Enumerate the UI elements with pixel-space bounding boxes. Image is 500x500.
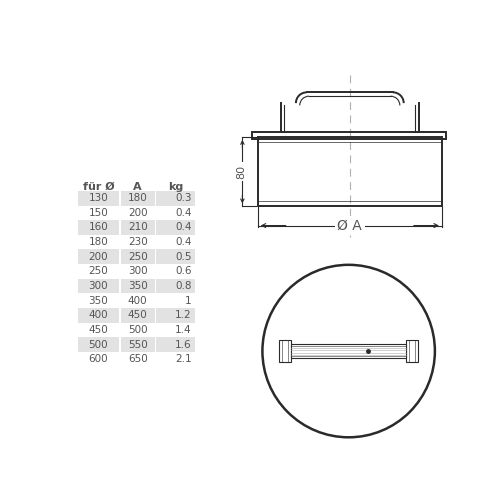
Text: 450: 450 <box>88 325 108 335</box>
Bar <box>156 191 194 206</box>
Text: 180: 180 <box>128 193 148 203</box>
Text: 500: 500 <box>88 340 108 349</box>
Text: A: A <box>134 182 142 192</box>
Bar <box>78 191 119 206</box>
Text: 150: 150 <box>88 208 108 218</box>
Text: 160: 160 <box>88 222 108 232</box>
Text: 210: 210 <box>128 222 148 232</box>
Text: 650: 650 <box>128 354 148 364</box>
Text: 230: 230 <box>128 237 148 247</box>
Text: 400: 400 <box>128 296 148 306</box>
Bar <box>78 308 119 322</box>
Text: 80: 80 <box>236 164 246 178</box>
Text: 550: 550 <box>128 340 148 349</box>
Text: 0.3: 0.3 <box>175 193 192 203</box>
Text: 1: 1 <box>185 296 192 306</box>
Text: für Ø: für Ø <box>82 182 114 192</box>
Bar <box>78 278 119 293</box>
Text: 0.4: 0.4 <box>175 237 192 247</box>
Text: 300: 300 <box>88 281 108 291</box>
Text: 500: 500 <box>128 325 148 335</box>
Text: 450: 450 <box>128 310 148 320</box>
Text: 1.2: 1.2 <box>175 310 192 320</box>
Text: 250: 250 <box>88 266 108 276</box>
Text: 200: 200 <box>128 208 148 218</box>
Bar <box>120 278 154 293</box>
Text: 400: 400 <box>88 310 108 320</box>
Text: 0.8: 0.8 <box>175 281 192 291</box>
Polygon shape <box>280 340 291 362</box>
Text: 0.5: 0.5 <box>175 252 192 262</box>
Text: 1.4: 1.4 <box>175 325 192 335</box>
Bar <box>156 278 194 293</box>
Polygon shape <box>291 344 406 358</box>
Text: 0.4: 0.4 <box>175 208 192 218</box>
Text: 0.4: 0.4 <box>175 222 192 232</box>
Polygon shape <box>406 340 418 362</box>
Text: 200: 200 <box>88 252 108 262</box>
Bar <box>156 308 194 322</box>
Text: 350: 350 <box>88 296 108 306</box>
Bar <box>120 220 154 235</box>
Text: 250: 250 <box>128 252 148 262</box>
Bar <box>120 250 154 264</box>
Text: 180: 180 <box>88 237 108 247</box>
Text: 350: 350 <box>128 281 148 291</box>
Text: 300: 300 <box>128 266 148 276</box>
Bar <box>156 250 194 264</box>
Bar <box>78 337 119 352</box>
Bar <box>120 337 154 352</box>
Text: Ø A: Ø A <box>338 218 362 232</box>
Text: 130: 130 <box>88 193 108 203</box>
Text: 2.1: 2.1 <box>175 354 192 364</box>
Bar <box>78 220 119 235</box>
Bar <box>156 220 194 235</box>
Text: 0.6: 0.6 <box>175 266 192 276</box>
Text: 1.6: 1.6 <box>175 340 192 349</box>
Text: 600: 600 <box>88 354 108 364</box>
Text: kg: kg <box>168 182 183 192</box>
Bar <box>120 308 154 322</box>
Bar <box>120 191 154 206</box>
Bar <box>156 337 194 352</box>
Bar <box>78 250 119 264</box>
